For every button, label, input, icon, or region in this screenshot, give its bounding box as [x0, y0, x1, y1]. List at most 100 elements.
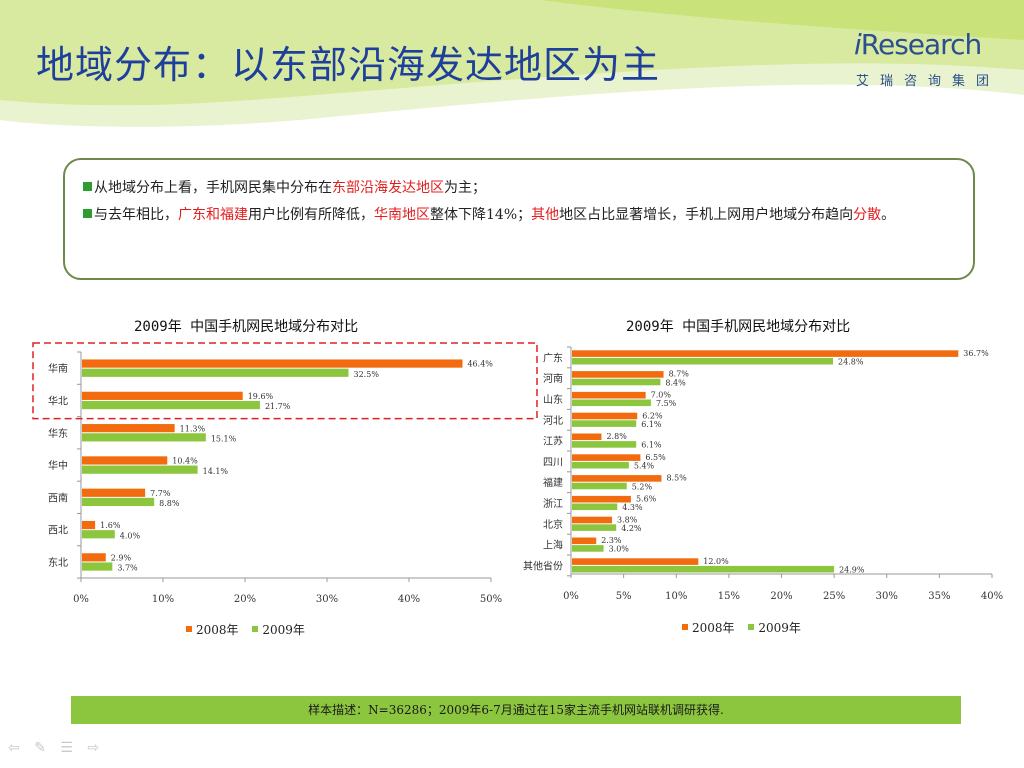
data-label-2008: 8.7% [669, 370, 690, 379]
sample-note: 样本描述：N=36286；2009年6-7月通过在15家主流手机网站联机调研获得… [71, 696, 961, 724]
bar-2008 [572, 475, 662, 482]
data-label-2008: 46.4% [467, 360, 493, 369]
menu-icon[interactable]: ☰ [60, 740, 73, 756]
data-label-2008: 2.3% [601, 536, 622, 545]
legend-swatch-2009 [748, 624, 755, 630]
bar-2009 [572, 399, 651, 407]
bar-2008 [572, 350, 959, 357]
data-label-2008: 2.9% [111, 553, 132, 562]
data-label-2009: 21.7% [265, 402, 291, 411]
bar-2009 [572, 503, 618, 511]
data-label-2009: 24.8% [838, 358, 864, 367]
bar-2008 [82, 456, 168, 465]
bullet-icon [83, 209, 92, 218]
bar-2009 [572, 482, 627, 490]
category-label: 华中 [48, 459, 68, 472]
data-label-2008: 8.5% [666, 474, 687, 483]
x-tick-label: 30% [876, 591, 898, 602]
data-label-2009: 6.1% [641, 441, 662, 450]
pen-icon[interactable]: ✎ [34, 740, 46, 756]
x-tick-label: 35% [928, 591, 950, 602]
category-label: 上海 [543, 539, 563, 552]
chart-title-province: 2009年 中国手机网民地域分布对比 [626, 319, 851, 335]
bar-2008 [572, 558, 699, 565]
data-label-2008: 3.8% [617, 515, 638, 524]
x-tick-label: 40% [398, 594, 420, 605]
bar-2009 [572, 565, 835, 573]
data-label-2009: 8.4% [665, 378, 686, 387]
logo-subtitle: 艾瑞咨询集团 [856, 74, 1001, 89]
bar-2008 [572, 495, 631, 503]
bar-2008 [572, 433, 602, 441]
legend-region: 2008年 2009年 [176, 621, 305, 638]
data-label-2009: 24.9% [839, 566, 865, 575]
data-label-2008: 6.5% [645, 453, 666, 462]
legend-province: 2008年 2009年 [672, 619, 801, 636]
data-label-2008: 7.0% [651, 391, 672, 400]
bar-2009 [82, 465, 198, 474]
bar-2009 [82, 562, 113, 571]
data-label-2009: 6.1% [641, 420, 662, 429]
forward-icon[interactable]: ⇨ [87, 740, 100, 756]
bar-2008 [572, 412, 638, 420]
data-label-2009: 4.3% [622, 503, 643, 512]
category-label: 江苏 [543, 435, 563, 448]
category-label: 其他省份 [523, 559, 563, 572]
data-label-2009: 3.7% [117, 564, 138, 573]
bar-2008 [82, 520, 96, 530]
data-label-2009: 5.4% [634, 462, 655, 471]
bar-2009 [82, 497, 155, 507]
x-tick-label: 25% [823, 591, 845, 602]
data-label-2008: 19.6% [248, 392, 274, 401]
category-label: 山东 [543, 393, 563, 406]
data-label-2008: 5.6% [636, 495, 657, 504]
summary-point-2: 与去年相比，广东和福建用户比例有所降低，华南地区整体下降14%；其他地区占比显著… [83, 205, 955, 226]
bar-2008 [82, 391, 243, 400]
category-label: 四川 [543, 457, 563, 468]
summary-box: 从地域分布上看，手机网民集中分布在东部沿海发达地区为主； 与去年相比，广东和福建… [63, 158, 975, 280]
bar-2008 [572, 371, 664, 378]
bar-2009 [572, 378, 661, 386]
data-label-2008: 11.3% [180, 424, 206, 433]
category-label: 河南 [543, 372, 563, 385]
data-label-2009: 32.5% [354, 370, 380, 379]
x-tick-label: 10% [152, 594, 174, 605]
highlight-box [32, 342, 538, 420]
legend-swatch-2008 [682, 624, 688, 630]
category-label: 东北 [48, 556, 68, 569]
category-label: 西北 [48, 525, 68, 537]
bar-2009 [572, 420, 637, 427]
bar-2009 [82, 368, 349, 377]
category-label: 广东 [543, 351, 563, 364]
back-icon[interactable]: ⇦ [8, 740, 20, 756]
bar-2008 [82, 488, 146, 497]
data-label-2009: 7.5% [656, 399, 677, 408]
data-label-2008: 2.8% [606, 432, 627, 441]
page-title: 地域分布：以东部沿海发达地区为主 [36, 43, 661, 87]
slide-nav[interactable]: ⇦ ✎ ☰ ⇨ [8, 740, 109, 756]
bullet-icon [83, 182, 92, 191]
x-tick-label: 5% [616, 591, 632, 602]
bar-2008 [82, 553, 106, 562]
data-label-2009: 14.1% [203, 467, 229, 476]
x-tick-label: 40% [981, 591, 1003, 602]
bar-2008 [82, 359, 463, 368]
data-label-2008: 1.6% [100, 521, 121, 530]
bar-2008 [572, 537, 597, 545]
x-tick-label: 50% [480, 594, 502, 605]
x-tick-label: 0% [73, 594, 89, 605]
bar-2009 [572, 524, 617, 531]
x-tick-label: 10% [665, 591, 687, 602]
data-label-2008: 36.7% [963, 349, 989, 358]
data-label-2009: 4.2% [621, 524, 642, 533]
bar-2008 [82, 424, 175, 433]
bar-2008 [572, 391, 646, 399]
data-label-2009: 3.0% [609, 545, 630, 554]
data-label-2009: 8.8% [159, 499, 180, 508]
category-label: 华北 [48, 394, 68, 407]
header-background [0, 0, 1024, 127]
x-tick-label: 20% [234, 594, 256, 605]
bar-2009 [82, 433, 206, 442]
data-label-2008: 6.2% [642, 411, 663, 420]
category-label: 华南 [48, 362, 68, 375]
